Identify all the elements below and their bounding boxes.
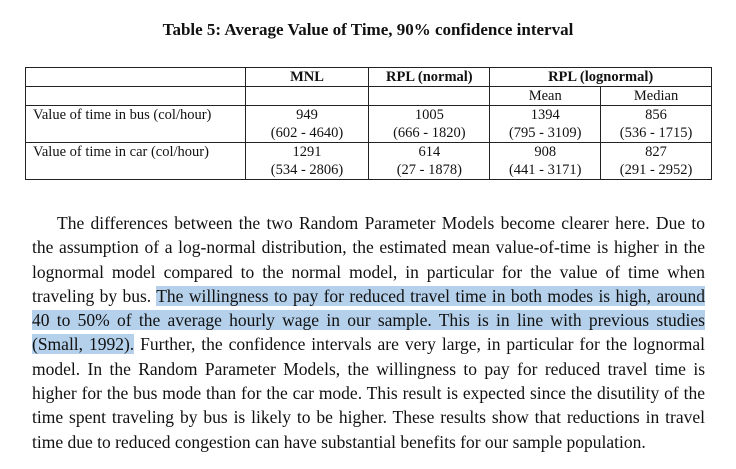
cell-value: 1394 [530,107,560,123]
header-empty [25,67,246,87]
cell-ci: (441 - 3171) [508,162,582,178]
cell-ci: (536 - 1715) [619,125,693,141]
subheader-mean: Mean [489,86,602,106]
cell-mnl: 1291 (534 - 2806) [244,142,370,180]
cell-value: 827 [645,144,667,160]
table-header-row: MNL RPL (normal) RPL (lognormal) [25,67,712,87]
cell-ci: (291 - 2952) [619,162,693,178]
subheader-empty [368,86,491,106]
cell-rpl-lognormal-median: 856 (536 - 1715) [600,105,712,143]
cell-rpl-normal: 614 (27 - 1878) [368,142,491,180]
cell-rpl-normal: 1005 (666 - 1820) [368,105,491,143]
row-label: Value of time in bus (col/hour) [25,105,246,143]
cell-rpl-lognormal-mean: 1394 (795 - 3109) [489,105,602,143]
subheader-median: Median [600,86,712,106]
table-caption: Table 5: Average Value of Time, 90% conf… [162,20,574,39]
cell-value: 856 [645,107,667,123]
cell-value: 1291 [292,144,322,160]
subheader-empty [244,86,370,106]
cell-value: 1005 [414,107,444,123]
row-label: Value of time in car (col/hour) [25,142,246,180]
header-rpl-lognormal: RPL (lognormal) [489,67,712,87]
cell-rpl-lognormal-median: 827 (291 - 2952) [600,142,712,180]
table-subheader-row: Mean Median [25,86,712,106]
table-row: Value of time in car (col/hour) 1291 (53… [25,142,712,180]
cell-ci: (534 - 2806) [270,162,344,178]
value-of-time-table: MNL RPL (normal) RPL (lognormal) Mean Me… [25,67,712,180]
cell-ci: (27 - 1878) [396,162,462,178]
paragraph-text-after: Further, the confidence intervals are ve… [32,334,705,452]
table-row: Value of time in bus (col/hour) 949 (602… [25,105,712,143]
cell-value: 614 [418,144,441,160]
cell-value: 908 [534,144,557,160]
body-paragraph: The differences between the two Random P… [32,211,705,454]
cell-ci: (602 - 4640) [270,125,344,141]
cell-rpl-lognormal-mean: 908 (441 - 3171) [489,142,602,180]
header-mnl: MNL [244,67,370,87]
paragraph-text-before: The differences between the two Random P… [32,213,705,306]
header-rpl-normal: RPL (normal) [368,67,491,87]
cell-ci: (795 - 3109) [508,125,582,141]
cell-ci: (666 - 1820) [393,125,466,141]
subheader-empty [25,86,246,106]
cell-mnl: 949 (602 - 4640) [244,105,370,143]
cell-value: 949 [296,107,318,123]
